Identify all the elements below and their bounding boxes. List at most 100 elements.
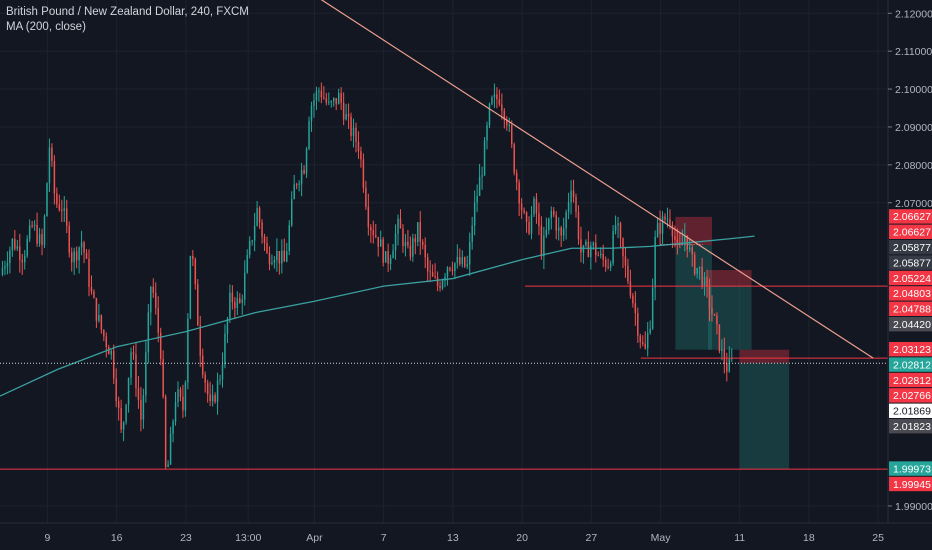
price-label-box [889, 239, 932, 255]
candle-body [315, 91, 318, 101]
candle-body [152, 286, 155, 293]
candle-body [199, 325, 201, 356]
take-profit-zone [739, 363, 790, 470]
candle-body [352, 127, 355, 136]
candle-body [95, 298, 98, 321]
descending-trendline[interactable] [290, 0, 874, 359]
candle-body [61, 209, 63, 211]
candle-body [728, 359, 731, 372]
time-tick-label: 27 [585, 532, 597, 544]
candle-body [357, 141, 360, 152]
candle-body [19, 246, 21, 260]
candle-body [557, 227, 560, 231]
price-label-box [889, 418, 932, 434]
candle-body [169, 433, 172, 465]
price-label-box [889, 341, 932, 357]
candle-body [560, 227, 562, 236]
candle-body [367, 206, 370, 228]
candle-body [731, 358, 733, 360]
candle-body [1, 268, 4, 275]
candle-body [612, 230, 614, 264]
time-scale[interactable] [0, 523, 932, 550]
candle-body [340, 92, 342, 103]
candle-body [73, 251, 75, 263]
candle-body [58, 204, 61, 210]
candle-body [137, 388, 140, 400]
candle-body [491, 97, 493, 104]
candle-body [565, 212, 567, 229]
candle-body [473, 202, 476, 226]
price-label-box [889, 357, 932, 372]
candle-body [372, 230, 375, 236]
price-label-box [889, 209, 932, 224]
candle-body [192, 256, 194, 259]
candle-body [436, 277, 439, 287]
candle-body [459, 256, 461, 265]
candle-body [451, 269, 454, 272]
candle-body [582, 245, 585, 253]
candle-body [671, 224, 674, 237]
price-label-text: 2.06627 [893, 227, 931, 239]
candle-body [310, 105, 313, 122]
candle-body [105, 336, 108, 347]
candle-body [206, 382, 209, 395]
price-label-text: 2.04803 [893, 288, 931, 300]
candle-body [174, 401, 177, 422]
candle-body [493, 94, 496, 98]
candle-body [550, 210, 553, 219]
candle-body [651, 287, 654, 329]
candle-body [300, 169, 303, 184]
price-label-box [889, 476, 932, 492]
indicator-label: MA (200, close) [6, 21, 86, 33]
candle-body [253, 225, 256, 241]
candle-body [330, 101, 333, 103]
price-label-text: 1.99973 [893, 463, 931, 475]
time-tick-label: 20 [516, 532, 528, 544]
candle-body [263, 236, 266, 244]
candle-body [142, 395, 145, 420]
candle-body [219, 379, 221, 381]
candle-body [75, 251, 78, 261]
candle-body [273, 260, 276, 263]
candle-body [498, 99, 501, 105]
candle-body [624, 256, 627, 266]
candle-body [268, 252, 271, 265]
candle-body [117, 401, 120, 409]
candle-body [614, 225, 617, 231]
candle-body [127, 377, 130, 405]
stop-loss-zone [708, 270, 752, 287]
candle-body [224, 333, 226, 365]
candle-body [56, 193, 58, 205]
candle-body [525, 212, 528, 222]
candle-body [335, 98, 337, 105]
candle-body [48, 147, 51, 184]
candle-body [580, 239, 582, 253]
price-label-text: 2.02812 [893, 359, 931, 371]
candle-body [226, 318, 229, 334]
candle-body [115, 378, 117, 402]
candle-body [305, 148, 308, 174]
candle-body [132, 352, 135, 355]
candle-body [412, 238, 414, 257]
candle-body [575, 197, 577, 212]
candle-body [347, 114, 350, 117]
candle-body [424, 244, 426, 258]
candle-body [216, 380, 219, 402]
candle-body [429, 271, 431, 273]
candle-body [713, 314, 716, 316]
candle-body [706, 276, 708, 287]
candle-body [63, 208, 66, 211]
candle-body [684, 235, 686, 243]
candle-body [515, 172, 518, 183]
candle-body [419, 222, 422, 242]
candle-body [599, 253, 602, 256]
candle-body [602, 253, 604, 260]
candle-body [481, 175, 483, 177]
candle-body [46, 183, 48, 217]
candle-body [211, 395, 214, 402]
candle-body [248, 240, 251, 256]
price-tick-label: 2.11000 [895, 46, 932, 58]
candle-body [110, 350, 112, 355]
candle-body [441, 280, 444, 289]
